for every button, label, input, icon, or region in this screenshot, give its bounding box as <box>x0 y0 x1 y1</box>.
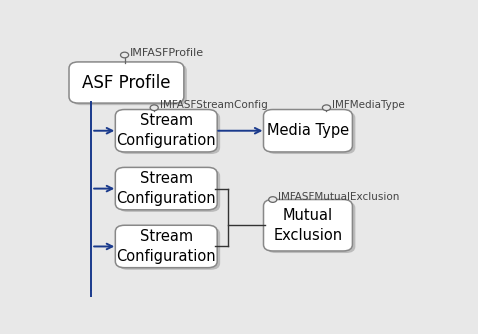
FancyBboxPatch shape <box>118 227 220 270</box>
Circle shape <box>120 52 129 58</box>
FancyBboxPatch shape <box>69 62 184 103</box>
Text: IMFASFProfile: IMFASFProfile <box>130 48 204 58</box>
FancyBboxPatch shape <box>115 110 217 152</box>
Text: IMFMediaType: IMFMediaType <box>332 101 405 111</box>
FancyBboxPatch shape <box>263 110 352 152</box>
Text: IMFASFMutualExclusion: IMFASFMutualExclusion <box>278 192 400 202</box>
Text: Media Type: Media Type <box>267 123 349 138</box>
FancyBboxPatch shape <box>115 167 217 210</box>
Text: Stream
Configuration: Stream Configuration <box>117 113 216 148</box>
FancyBboxPatch shape <box>118 169 220 212</box>
Text: Stream
Configuration: Stream Configuration <box>117 229 216 264</box>
Text: Mutual
Exclusion: Mutual Exclusion <box>273 208 343 242</box>
FancyBboxPatch shape <box>266 112 355 154</box>
Text: ASF Profile: ASF Profile <box>82 73 171 92</box>
Text: Stream
Configuration: Stream Configuration <box>117 171 216 206</box>
FancyBboxPatch shape <box>115 225 217 268</box>
Circle shape <box>150 105 158 111</box>
Text: IMFASFStreamConfig: IMFASFStreamConfig <box>160 101 268 111</box>
FancyBboxPatch shape <box>263 199 352 251</box>
FancyBboxPatch shape <box>118 112 220 154</box>
FancyBboxPatch shape <box>72 64 187 105</box>
Circle shape <box>269 197 277 202</box>
FancyBboxPatch shape <box>266 202 355 253</box>
Circle shape <box>322 105 331 111</box>
